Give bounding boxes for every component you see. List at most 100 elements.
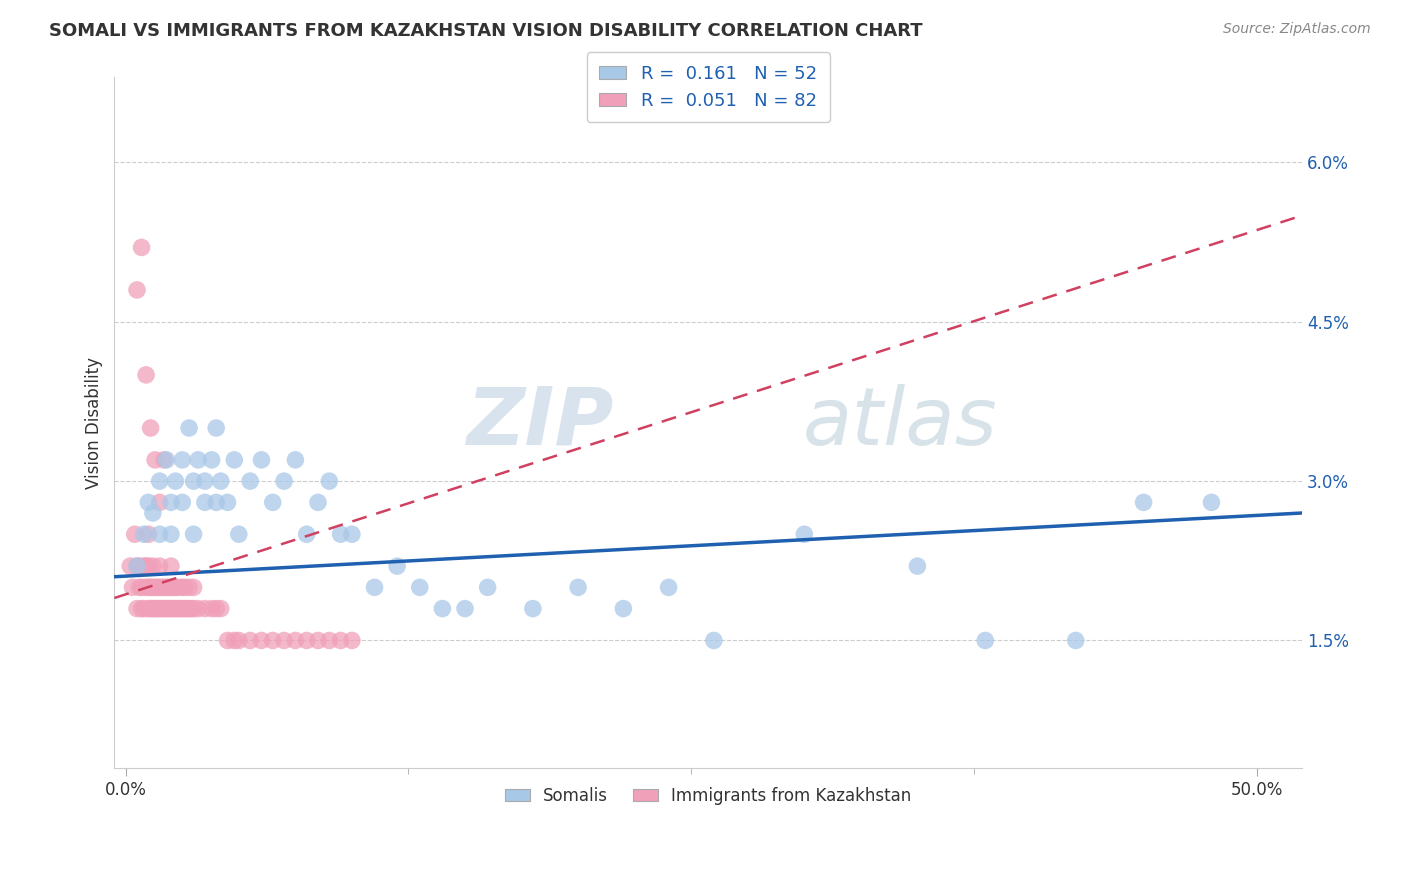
Point: [187, 601, 209, 615]
Point: [132, 559, 155, 574]
Point: [194, 601, 217, 615]
Text: atlas: atlas: [803, 384, 998, 462]
Point: [162, 601, 184, 615]
Point: [262, 633, 284, 648]
Point: [173, 601, 195, 615]
Text: Source: ZipAtlas.com: Source: ZipAtlas.com: [1223, 22, 1371, 37]
Legend: Somalis, Immigrants from Kazakhstan: Somalis, Immigrants from Kazakhstan: [495, 777, 922, 815]
Point: [165, 474, 187, 488]
Point: [612, 601, 634, 615]
Y-axis label: Vision Disability: Vision Disability: [86, 357, 103, 489]
Point: [194, 495, 217, 509]
Point: [658, 580, 681, 594]
Point: [224, 453, 246, 467]
Point: [153, 601, 176, 615]
Point: [139, 580, 162, 594]
Point: [329, 527, 352, 541]
Point: [205, 601, 228, 615]
Point: [477, 580, 499, 594]
Point: [409, 580, 432, 594]
Point: [318, 474, 340, 488]
Text: ZIP: ZIP: [465, 384, 613, 462]
Point: [131, 240, 153, 254]
Point: [262, 495, 284, 509]
Point: [138, 580, 160, 594]
Point: [135, 559, 157, 574]
Point: [157, 601, 180, 615]
Point: [169, 601, 191, 615]
Point: [121, 580, 143, 594]
Point: [194, 474, 217, 488]
Point: [217, 495, 239, 509]
Point: [139, 421, 162, 435]
Point: [307, 495, 329, 509]
Point: [209, 474, 232, 488]
Point: [363, 580, 385, 594]
Point: [132, 527, 155, 541]
Text: SOMALI VS IMMIGRANTS FROM KAZAKHSTAN VISION DISABILITY CORRELATION CHART: SOMALI VS IMMIGRANTS FROM KAZAKHSTAN VIS…: [49, 22, 922, 40]
Point: [172, 601, 194, 615]
Point: [166, 580, 188, 594]
Point: [160, 601, 183, 615]
Point: [155, 580, 177, 594]
Point: [125, 559, 148, 574]
Point: [157, 580, 180, 594]
Point: [149, 495, 172, 509]
Point: [217, 633, 239, 648]
Point: [135, 368, 157, 382]
Point: [180, 601, 202, 615]
Point: [150, 601, 173, 615]
Point: [250, 453, 273, 467]
Point: [132, 601, 155, 615]
Point: [284, 453, 307, 467]
Point: [143, 601, 166, 615]
Point: [142, 506, 165, 520]
Point: [155, 453, 177, 467]
Point: [135, 580, 157, 594]
Point: [522, 601, 544, 615]
Point: [307, 633, 329, 648]
Point: [143, 580, 166, 594]
Point: [166, 601, 188, 615]
Point: [125, 559, 148, 574]
Point: [205, 495, 228, 509]
Point: [142, 580, 165, 594]
Point: [177, 421, 200, 435]
Point: [160, 495, 183, 509]
Point: [1132, 495, 1154, 509]
Point: [284, 633, 307, 648]
Point: [318, 633, 340, 648]
Point: [120, 559, 142, 574]
Point: [385, 559, 408, 574]
Point: [162, 580, 184, 594]
Point: [139, 601, 162, 615]
Point: [142, 559, 165, 574]
Point: [172, 495, 194, 509]
Point: [201, 453, 224, 467]
Point: [183, 474, 205, 488]
Point: [183, 580, 205, 594]
Point: [138, 601, 160, 615]
Point: [146, 580, 169, 594]
Point: [153, 580, 176, 594]
Point: [340, 527, 363, 541]
Point: [153, 453, 176, 467]
Point: [165, 580, 187, 594]
Point: [793, 527, 815, 541]
Point: [138, 527, 160, 541]
Point: [228, 633, 250, 648]
Point: [149, 527, 172, 541]
Point: [1064, 633, 1087, 648]
Point: [155, 601, 177, 615]
Point: [131, 601, 153, 615]
Point: [1201, 495, 1223, 509]
Point: [124, 527, 146, 541]
Point: [295, 527, 318, 541]
Point: [160, 580, 183, 594]
Point: [125, 283, 148, 297]
Point: [295, 633, 318, 648]
Point: [138, 495, 160, 509]
Point: [239, 633, 262, 648]
Point: [187, 453, 209, 467]
Point: [273, 633, 295, 648]
